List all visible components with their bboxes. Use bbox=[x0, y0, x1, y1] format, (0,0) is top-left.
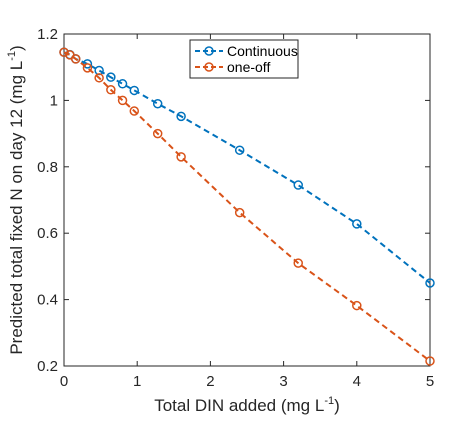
data-point bbox=[234, 145, 245, 155]
ticks-layer: 0 1 2 3 4 5 0.2 0.4 0.6 0.8 1 1.2 bbox=[37, 26, 434, 390]
series-line-1 bbox=[63, 51, 431, 362]
legend-label-0: Continuous bbox=[227, 43, 298, 59]
x-tick-label: 2 bbox=[206, 373, 214, 390]
x-axis-label: Total DIN added (mg L-1) bbox=[154, 395, 340, 415]
data-point bbox=[106, 85, 116, 95]
y-tick-label: 1.2 bbox=[37, 26, 58, 43]
y-tick-label: 0.4 bbox=[37, 292, 58, 309]
x-tick-label: 1 bbox=[133, 373, 141, 390]
data-point bbox=[152, 98, 163, 109]
legend-marker-1 bbox=[204, 62, 214, 72]
data-point bbox=[425, 278, 435, 288]
legend-label-1: one-off bbox=[227, 59, 270, 75]
y-tick-label: 0.6 bbox=[37, 225, 58, 242]
data-point bbox=[117, 79, 128, 89]
x-tick-label: 3 bbox=[279, 373, 287, 390]
data-point bbox=[352, 300, 362, 311]
data-point bbox=[94, 73, 104, 83]
plot-frame bbox=[63, 33, 431, 367]
y-axis-label: Predicted total fixed N on day 12 (mg L-… bbox=[6, 45, 26, 354]
legend-marker-0 bbox=[204, 46, 214, 56]
data-point bbox=[176, 152, 186, 162]
series-line-0 bbox=[63, 51, 431, 284]
data-point bbox=[176, 111, 186, 122]
data-point bbox=[293, 180, 303, 190]
data-point bbox=[129, 106, 140, 116]
data-point bbox=[59, 47, 69, 58]
x-tick-label: 0 bbox=[60, 373, 68, 390]
y-tick-label: 0.2 bbox=[37, 358, 58, 375]
data-point bbox=[70, 54, 81, 64]
legend-box bbox=[189, 39, 299, 79]
data-point bbox=[117, 95, 128, 106]
x-tick-label: 4 bbox=[353, 373, 361, 390]
y-tick-label: 1 bbox=[50, 92, 58, 109]
data-point bbox=[106, 72, 116, 82]
y-tick-label: 0.8 bbox=[37, 159, 58, 176]
data-point bbox=[425, 356, 435, 366]
series-layer bbox=[59, 47, 435, 366]
data-point bbox=[352, 219, 362, 229]
data-point bbox=[293, 258, 303, 268]
data-point bbox=[234, 207, 245, 218]
data-point bbox=[152, 128, 163, 139]
data-point bbox=[129, 85, 140, 96]
data-point bbox=[82, 63, 93, 73]
x-tick-label: 5 bbox=[426, 373, 434, 390]
